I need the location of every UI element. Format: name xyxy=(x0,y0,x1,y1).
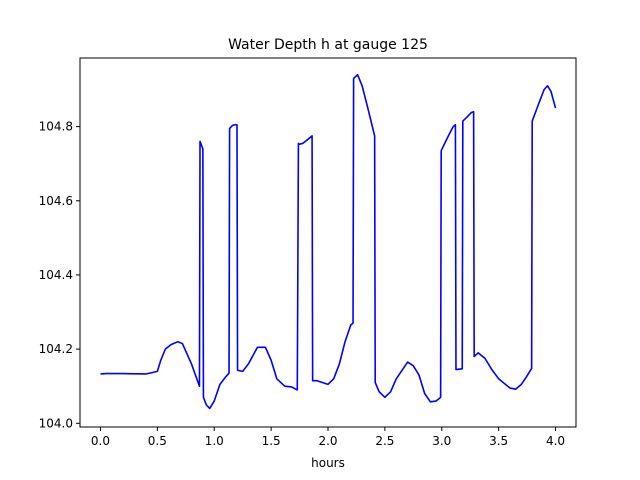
y-axis: 104.0 104.2 104.4 104.6 104.8 xyxy=(39,120,80,430)
x-tick-label: 1.0 xyxy=(205,434,224,448)
x-axis: 0.0 0.5 1.0 1.5 2.0 2.5 3.0 3.5 4.0 xyxy=(91,427,565,448)
x-tick-label: 0.5 xyxy=(148,434,167,448)
x-tick-label: 3.5 xyxy=(489,434,508,448)
x-axis-label: hours xyxy=(311,456,345,470)
series-layer xyxy=(100,73,557,410)
x-tick-label: 0.0 xyxy=(91,434,110,448)
y-tick-label: 104.0 xyxy=(39,416,73,430)
x-tick-label: 1.5 xyxy=(262,434,281,448)
y-tick-label: 104.2 xyxy=(39,342,73,356)
x-tick-label: 2.5 xyxy=(375,434,394,448)
x-tick-label: 4.0 xyxy=(546,434,565,448)
y-tick-label: 104.6 xyxy=(39,194,73,208)
y-tick-label: 104.4 xyxy=(39,268,73,282)
series-line-0 xyxy=(100,73,557,410)
x-tick-label: 2.0 xyxy=(318,434,337,448)
chart-title: Water Depth h at gauge 125 xyxy=(228,37,428,53)
y-tick-label: 104.8 xyxy=(39,120,73,134)
x-tick-label: 3.0 xyxy=(432,434,451,448)
